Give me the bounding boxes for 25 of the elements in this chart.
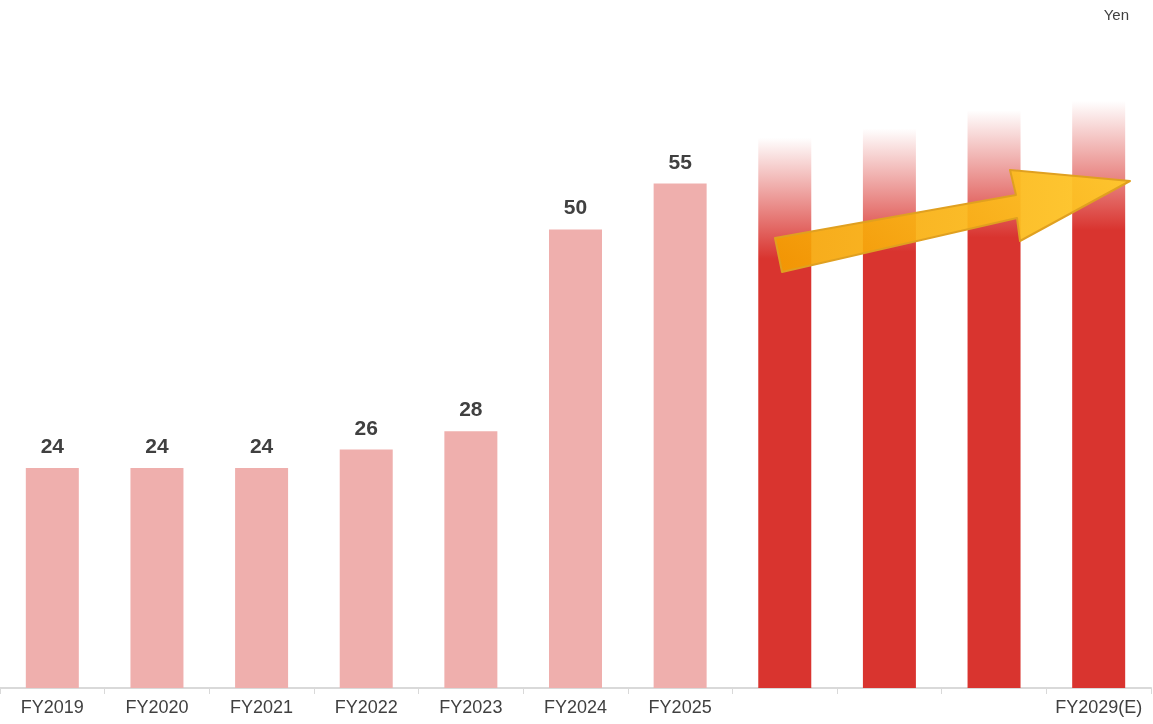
data-label: 24 [40,433,65,457]
x-tick-label: FY2020 [125,697,189,717]
x-tick-label: FY2019 [20,697,84,717]
x-tick-label: FY2022 [334,697,398,717]
x-tick-label: FY2024 [543,697,608,717]
bar [549,229,602,688]
data-label: 55 [668,149,693,173]
bar [444,431,498,688]
x-tick-label: FY2029(E) [1055,697,1143,717]
bar [130,467,184,688]
data-label: 50 [563,195,588,219]
x-tick-label: FY2023 [439,697,503,717]
bar [1072,101,1126,688]
x-tick-label: FY2025 [648,697,712,717]
bar [235,467,289,688]
text: Yen [1103,6,1129,23]
data-label: 24 [145,433,169,457]
data-label: 28 [459,397,483,421]
data-label: 26 [354,415,378,439]
bar [25,467,79,688]
bar [967,110,1021,688]
data-label: 24 [249,433,274,457]
x-tick-label: FY2021 [230,697,294,717]
bar [339,449,393,688]
bar [653,183,707,688]
